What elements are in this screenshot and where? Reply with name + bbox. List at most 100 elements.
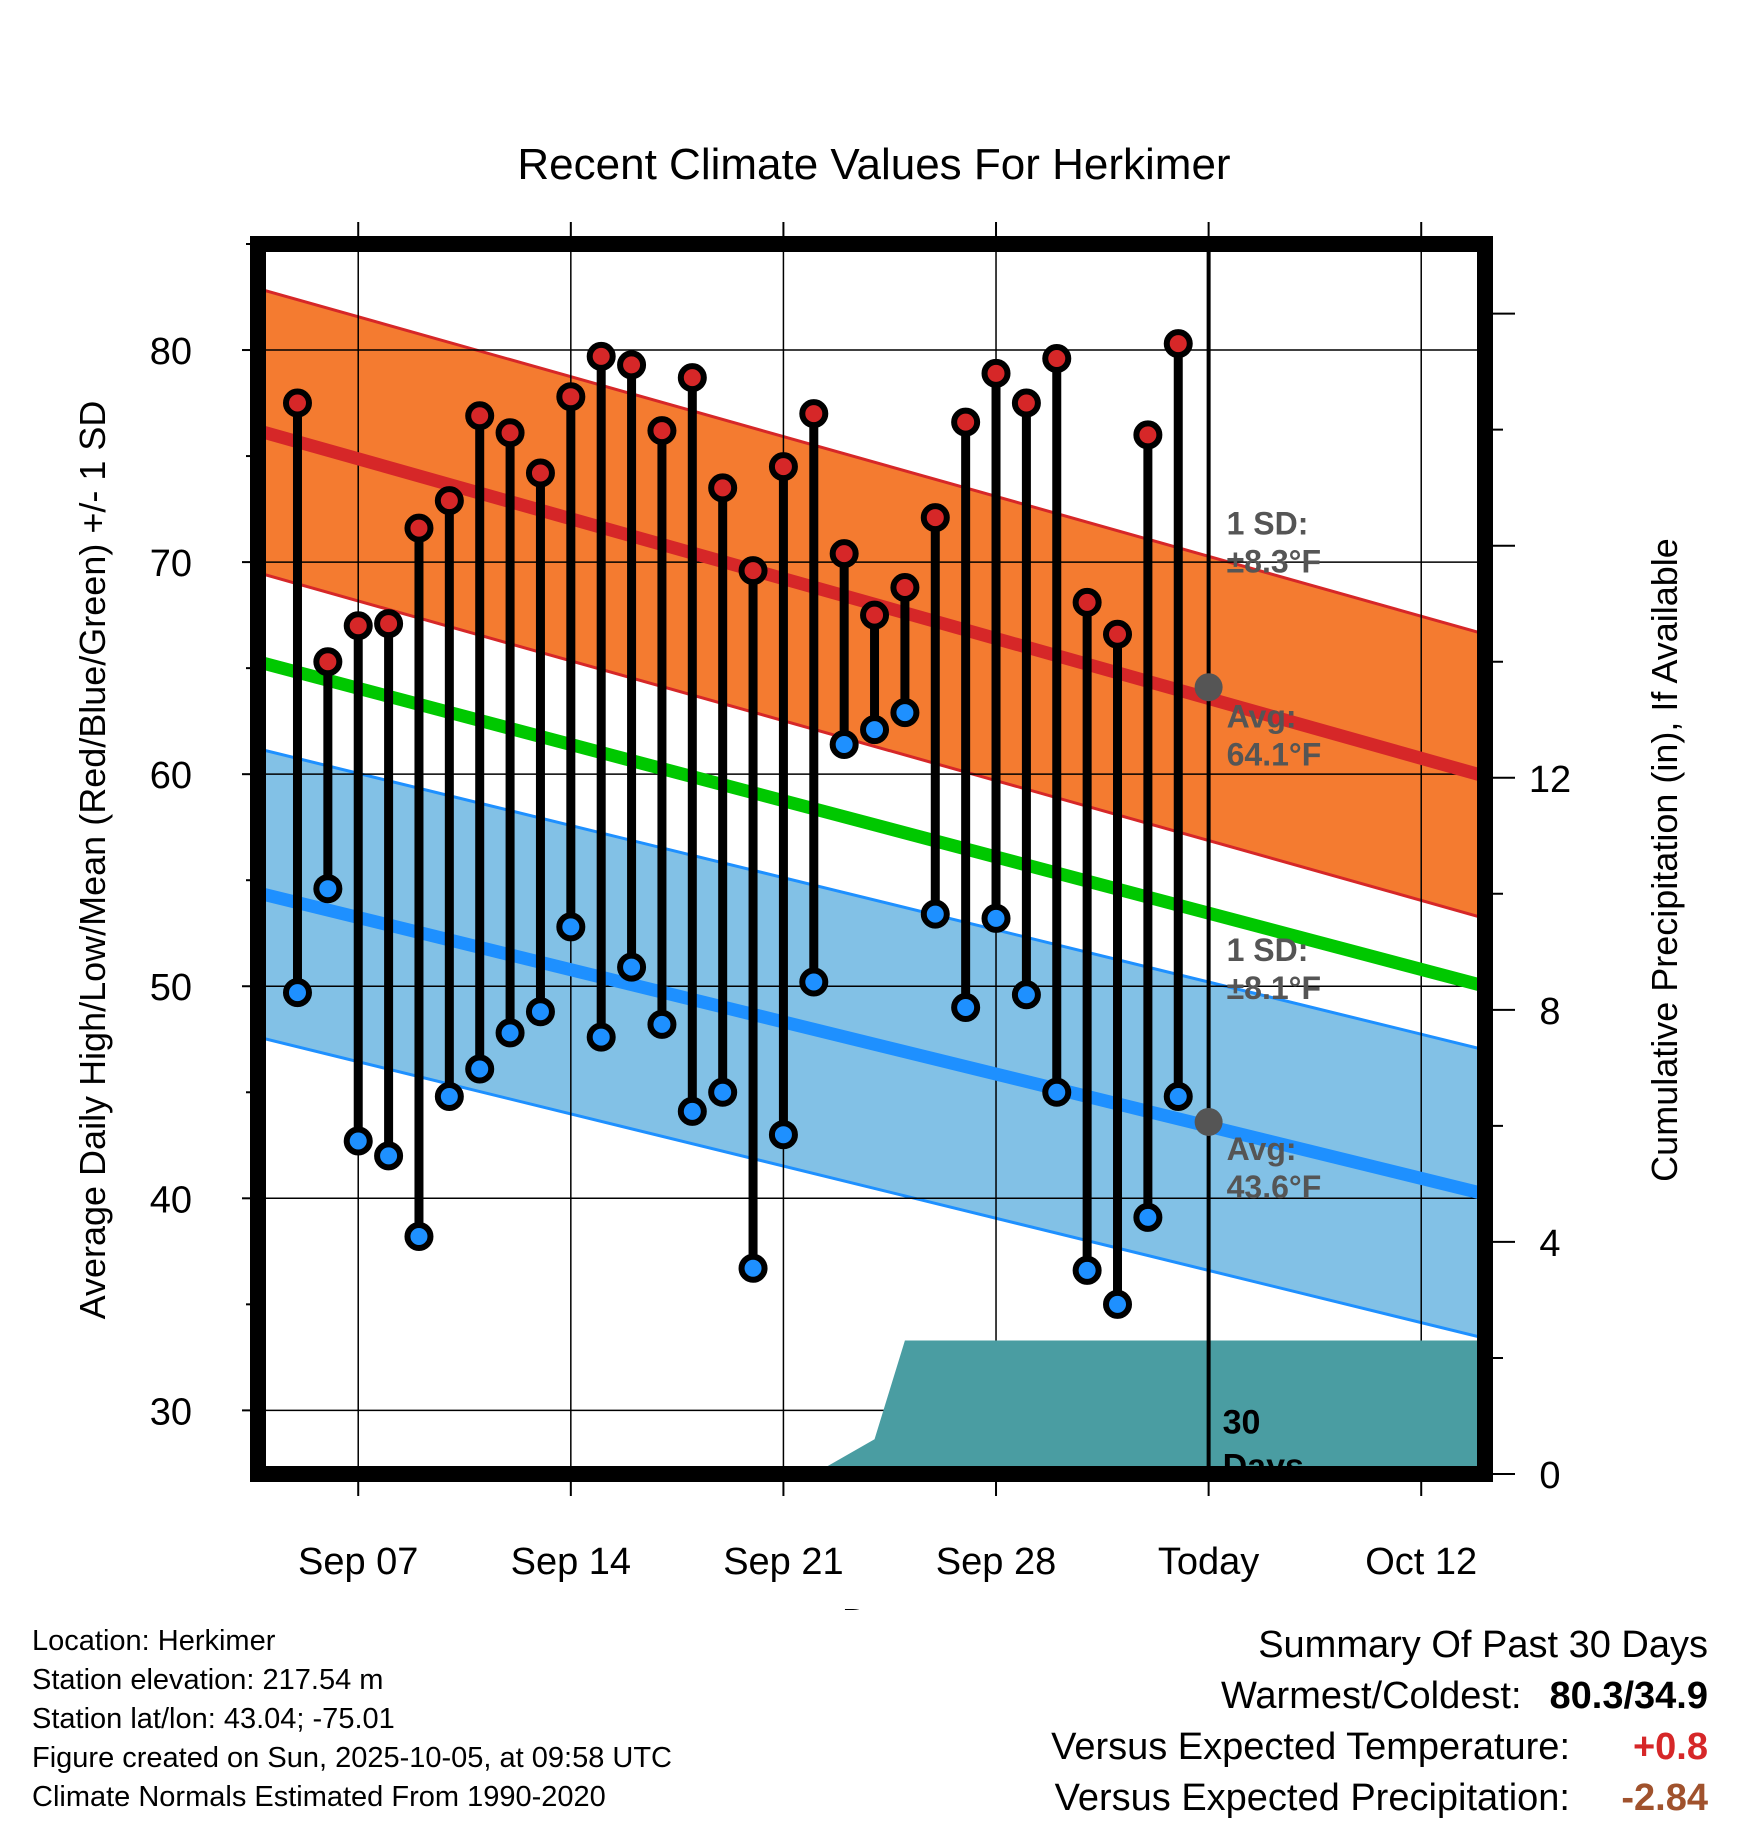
observed-low-point	[586, 1022, 616, 1052]
low-sd-annotation-line: ±8.1°F	[1227, 970, 1321, 1006]
warmest-label: Warmest/Coldest:	[1220, 1675, 1522, 1717]
precipitation-area	[258, 1340, 1485, 1474]
observed-low-point	[829, 729, 859, 759]
x-tick-label: Sep 21	[723, 1541, 843, 1583]
observed-low-point	[708, 1077, 738, 1107]
observed-high-point	[1042, 344, 1072, 374]
observed-high-point	[1103, 619, 1133, 649]
observed-high-point	[768, 452, 798, 482]
y2-tick-label: 0	[1539, 1455, 1560, 1497]
y2-axis-label: Cumulative Precipitation (in), If Availa…	[1644, 538, 1685, 1182]
observed-high-point	[1133, 420, 1163, 450]
observed-high-point	[708, 473, 738, 503]
observed-low-point	[495, 1018, 525, 1048]
precip-label: Versus Expected Precipitation:	[1054, 1777, 1570, 1819]
observed-low-point	[860, 715, 890, 745]
days-window-label-line: 30	[1223, 1404, 1261, 1442]
observed-high-point	[617, 350, 647, 380]
latlon-text: Station lat/lon: 43.04; -75.01	[32, 1703, 395, 1735]
x-tick-label: Sep 28	[936, 1541, 1056, 1583]
observed-low-point	[1163, 1082, 1193, 1112]
observed-low-point	[617, 952, 647, 982]
chart-title: Recent Climate Values For Herkimer	[517, 140, 1230, 189]
observed-high-point	[1072, 587, 1102, 617]
low-sd-annotation-line: 1 SD:	[1227, 932, 1309, 968]
summary-warmest-row: Warmest/Coldest: 80.3/34.9	[1051, 1671, 1708, 1722]
observed-high-point	[374, 609, 404, 639]
high-avg-annotation: Avg: 64.1°F	[1227, 699, 1322, 773]
observed-low-point	[951, 992, 981, 1022]
observed-low-point	[556, 912, 586, 942]
observed-high-point	[981, 358, 1011, 388]
y2-tick-label: 12	[1529, 759, 1571, 801]
observed-high-point	[738, 556, 768, 586]
observed-low-point	[647, 1009, 677, 1039]
normal-low-line	[258, 886, 1485, 1201]
y-tick-label: 60	[150, 755, 192, 797]
observed-high-point	[434, 486, 464, 516]
observed-high-point	[829, 539, 859, 569]
observed-low-point	[768, 1120, 798, 1150]
precip-value: -2.84	[1621, 1777, 1708, 1819]
x-tick-label: Oct 12	[1365, 1541, 1477, 1583]
normal-mean-line	[258, 655, 1485, 993]
observed-high-point	[799, 399, 829, 429]
observed-high-point	[404, 513, 434, 543]
observed-low-point	[465, 1054, 495, 1084]
temp-value: +0.8	[1632, 1726, 1708, 1768]
observed-high-point	[1163, 329, 1193, 359]
observed-high-point	[556, 382, 586, 412]
observed-high-point	[465, 401, 495, 431]
x-tick-label: Today	[1158, 1541, 1259, 1583]
elevation-text: Station elevation: 217.54 m	[32, 1664, 384, 1696]
y-tick-label: 30	[150, 1391, 192, 1433]
observed-low-point	[799, 967, 829, 997]
observed-high-point	[1011, 388, 1041, 418]
created-text: Figure created on Sun, 2025-10-05, at 09…	[32, 1742, 672, 1774]
observed-high-point	[647, 416, 677, 446]
observed-low-point	[738, 1253, 768, 1283]
y-tick-label: 50	[150, 967, 192, 1009]
observed-low-point	[920, 899, 950, 929]
summary-title: Summary Of Past 30 Days	[1258, 1624, 1708, 1666]
y2-tick-label: 8	[1539, 991, 1560, 1033]
today-avg-low-marker	[1194, 1107, 1223, 1136]
high-avg-annotation-line: 64.1°F	[1227, 737, 1322, 773]
y2-tick-label: 4	[1539, 1223, 1560, 1265]
observed-low-point	[525, 997, 555, 1027]
observed-high-point	[677, 363, 707, 393]
observed-high-point	[890, 573, 920, 603]
high-sd-annotation-line: 1 SD:	[1227, 506, 1309, 542]
y-tick-label: 70	[150, 543, 192, 585]
temp-label: Versus Expected Temperature:	[1051, 1726, 1570, 1768]
observed-low-point	[313, 874, 343, 904]
observed-high-point	[282, 388, 312, 418]
y-tick-label: 40	[150, 1179, 192, 1221]
observed-high-point	[951, 407, 981, 437]
observed-low-point	[282, 978, 312, 1008]
observed-low-point	[677, 1096, 707, 1126]
observed-low-point	[404, 1221, 434, 1251]
x-tick-label: Sep 14	[511, 1541, 631, 1583]
low-sd-annotation: 1 SD: ±8.1°F	[1227, 932, 1321, 1006]
y-axis-label: Average Daily High/Low/Mean (Red/Blue/Gr…	[72, 401, 113, 1320]
observed-low-point	[343, 1126, 373, 1156]
today-avg-high-marker	[1194, 673, 1223, 702]
normal-high-band-lower-edge	[258, 571, 1485, 920]
observed-low-point	[1042, 1077, 1072, 1107]
observed-low-point	[1011, 980, 1041, 1010]
high-sd-annotation: 1 SD: ±8.3°F	[1227, 506, 1321, 580]
observed-low-point	[434, 1082, 464, 1112]
observed-low-point	[890, 698, 920, 728]
y-tick-label: 80	[150, 331, 192, 373]
observed-high-point	[343, 611, 373, 641]
observed-high-point	[313, 647, 343, 677]
observed-high-point	[860, 600, 890, 630]
summary-precip-row: Versus Expected Precipitation: -2.84	[1051, 1773, 1708, 1824]
low-avg-annotation-line: Avg:	[1227, 1131, 1297, 1167]
observed-low-point	[1103, 1289, 1133, 1319]
warmest-value: 80.3/34.9	[1549, 1675, 1708, 1717]
observed-low-point	[1072, 1255, 1102, 1285]
observed-high-point	[920, 503, 950, 533]
